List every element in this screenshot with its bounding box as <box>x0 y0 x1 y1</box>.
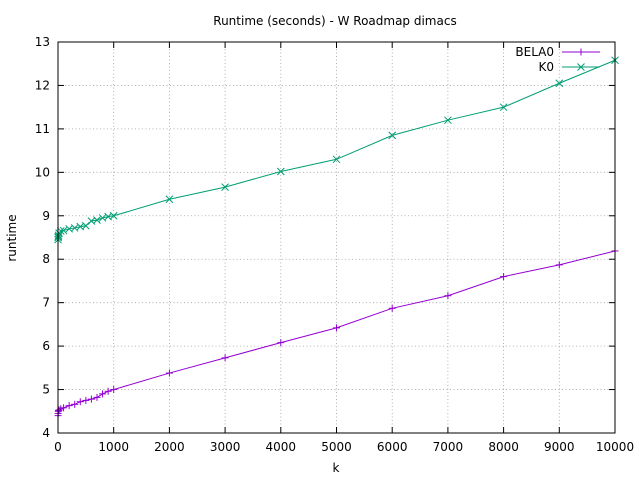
data-point-k0 <box>388 131 397 140</box>
y-tick-label: 10 <box>35 165 50 179</box>
y-tick-label: 12 <box>35 78 50 92</box>
data-point-bela0 <box>87 395 95 403</box>
data-point-k0 <box>276 167 285 176</box>
y-tick-label: 4 <box>42 426 50 440</box>
data-point-bela0 <box>55 406 63 414</box>
data-point-k0 <box>93 216 101 224</box>
data-point-bela0 <box>388 304 396 312</box>
data-point-bela0 <box>555 261 563 269</box>
x-tick-label: 4000 <box>266 440 297 454</box>
plot-frame <box>57 41 616 434</box>
data-point-k0 <box>332 155 341 164</box>
y-tick-label: 8 <box>42 252 50 266</box>
data-point-k0 <box>81 221 90 230</box>
x-tick-label: 7000 <box>433 440 464 454</box>
data-point-bela0 <box>444 292 452 300</box>
chart-title: Runtime (seconds) - W Roadmap dimacs <box>213 14 456 28</box>
data-point-k0 <box>165 195 174 204</box>
legend-marker-bela0 <box>577 48 585 56</box>
x-tick-label: 0 <box>54 440 62 454</box>
y-axis-label: runtime <box>5 214 19 261</box>
data-point-k0 <box>221 183 229 191</box>
data-point-bela0 <box>500 273 508 281</box>
y-tick-label: 9 <box>42 209 50 223</box>
x-tick-label: 2000 <box>154 440 185 454</box>
data-point-bela0 <box>165 369 173 377</box>
y-tick-label: 7 <box>42 296 50 310</box>
data-point-bela0 <box>104 387 112 395</box>
data-point-k0 <box>109 211 118 220</box>
y-tick-label: 5 <box>42 383 50 397</box>
x-axis: 0 1000 2000 3000 4000 5000 6000 7000 8000 9000 100… <box>54 42 634 454</box>
data-point-bela0 <box>277 339 285 347</box>
data-point-k0 <box>444 116 452 125</box>
data-point-bela0 <box>99 390 107 398</box>
y-tick-label: 6 <box>42 339 50 353</box>
y-tick-label: 13 <box>35 35 50 49</box>
data-point-bela0 <box>82 396 90 404</box>
data-point-bela0 <box>65 402 73 410</box>
x-tick-label: 3000 <box>210 440 241 454</box>
grid-lines <box>58 42 615 433</box>
series-line-k0 <box>57 59 616 240</box>
data-point-k0 <box>555 79 564 88</box>
legend-label-bela0: BELA0 <box>515 45 554 59</box>
data-point-bela0 <box>333 324 340 332</box>
data-point-bela0 <box>71 400 79 408</box>
data-point-bela0 <box>60 404 68 412</box>
data-point-bela0 <box>221 354 229 362</box>
x-tick-label: 10000 <box>596 440 634 454</box>
legend-marker-k0 <box>577 63 585 71</box>
data-point-k0 <box>499 103 508 112</box>
y-tick-label: 11 <box>35 122 50 136</box>
data-point-bela0 <box>76 398 84 406</box>
series-layer <box>54 56 619 420</box>
x-tick-label: 1000 <box>98 440 129 454</box>
x-tick-label: 9000 <box>544 440 575 454</box>
data-point-k0 <box>59 226 68 235</box>
y-axis: 4 5 6 7 8 9 10 11 12 13 <box>35 35 615 440</box>
x-tick-label: 6000 <box>377 440 408 454</box>
data-point-bela0 <box>110 386 118 394</box>
data-point-bela0 <box>93 393 101 401</box>
x-tick-label: 5000 <box>321 440 352 454</box>
x-axis-label: k <box>333 461 340 475</box>
x-tick-label: 8000 <box>488 440 519 454</box>
legend-label-k0: K0 <box>538 60 554 74</box>
